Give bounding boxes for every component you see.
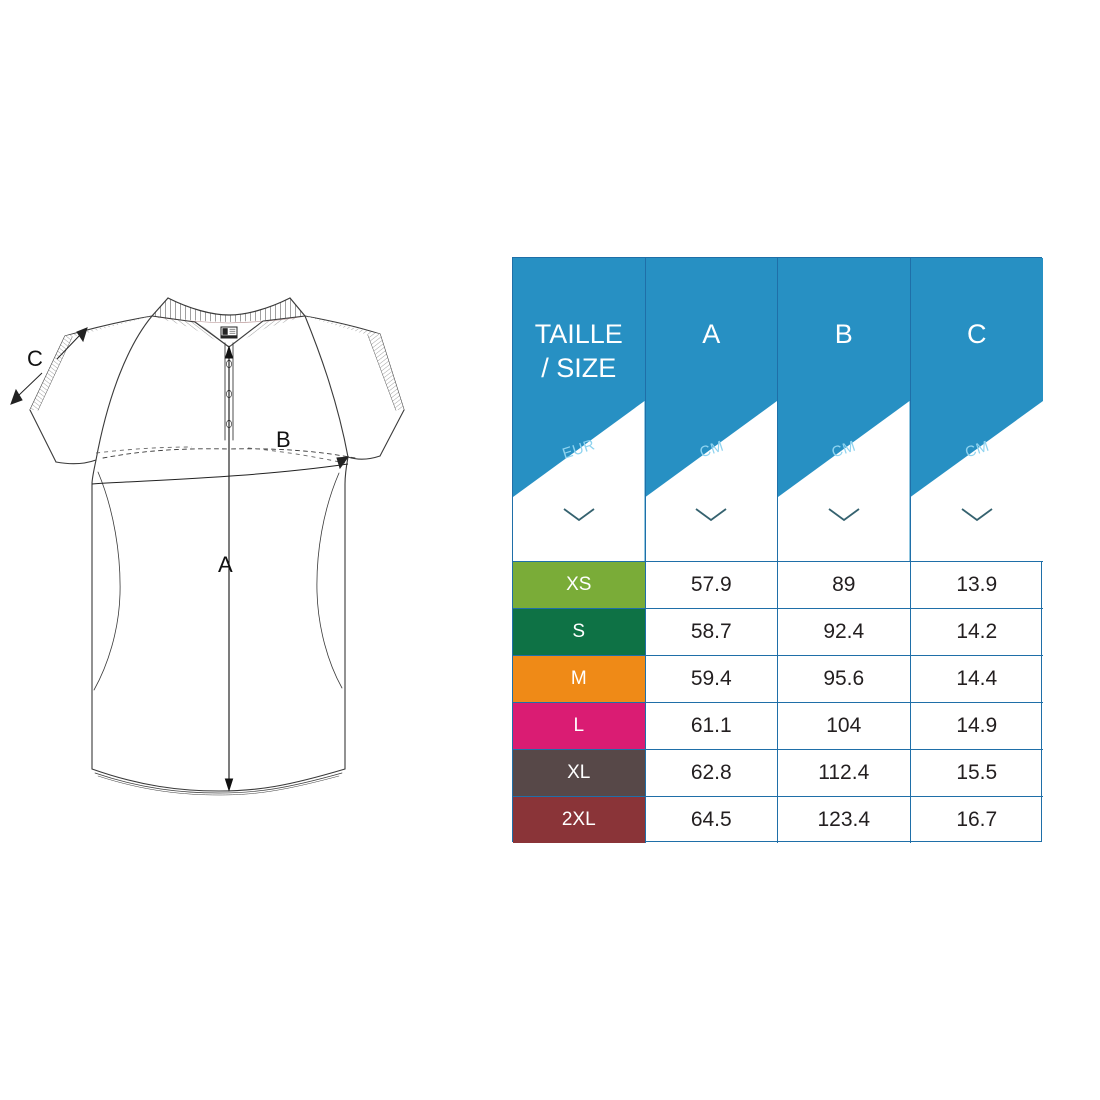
svg-text:A: A bbox=[218, 552, 233, 577]
svg-text:B: B bbox=[276, 427, 291, 452]
svg-text:C: C bbox=[27, 346, 43, 371]
